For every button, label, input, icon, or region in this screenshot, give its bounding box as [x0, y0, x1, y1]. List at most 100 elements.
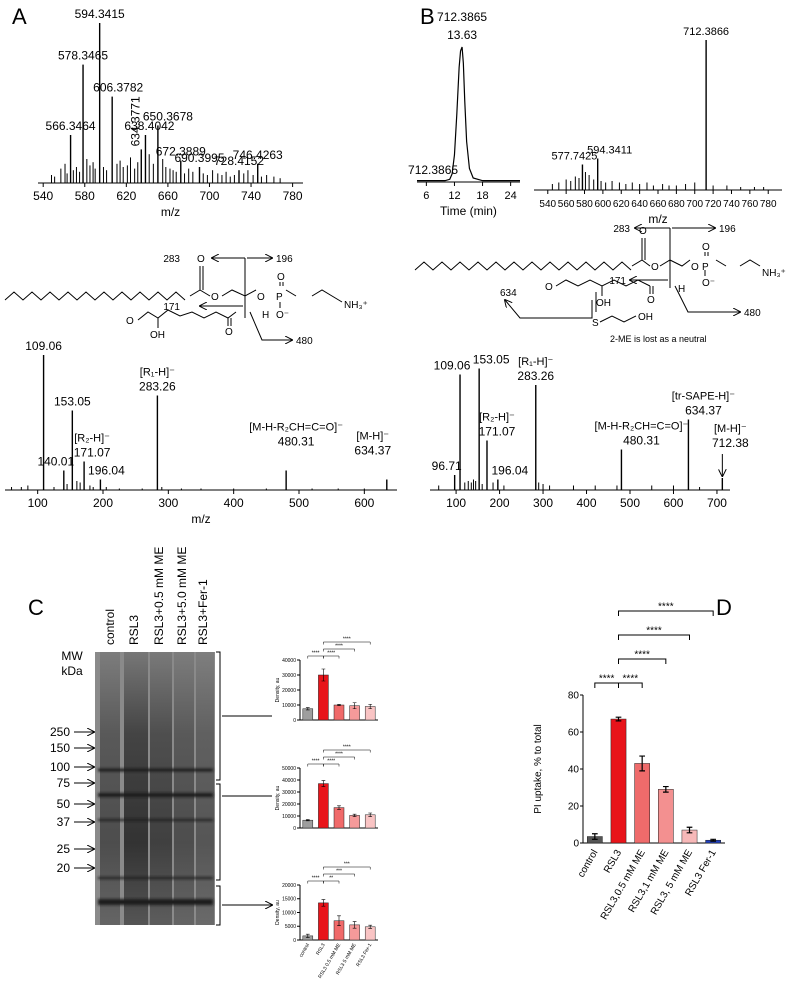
peak-label: 566.3464 [46, 119, 96, 133]
x-axis-label: m/z [191, 512, 210, 526]
significance-bracket [618, 682, 643, 688]
peak-label: 712.3865 [437, 10, 487, 24]
atom: O [691, 262, 699, 273]
panel-label: C [28, 595, 44, 620]
peak-label: 634.3771 [128, 96, 142, 146]
atom: O [126, 316, 134, 327]
blot-header: kDa [61, 664, 83, 678]
x-tick-label: control [298, 943, 311, 959]
significance-bracket [323, 763, 340, 767]
peak-label: 196.04 [491, 464, 528, 478]
atom: OH [638, 312, 653, 323]
atom: O [277, 272, 285, 283]
significance-label: **** [343, 637, 351, 643]
significance-bracket [323, 641, 371, 645]
significance-bracket [323, 756, 355, 760]
error-bar [615, 716, 622, 722]
y-tick-label: 80 [568, 691, 580, 702]
x-tick-label: 640 [631, 199, 648, 210]
bar [318, 902, 329, 941]
arrow [222, 715, 272, 905]
lane-label: RSL3+5.0 mM ME [175, 547, 189, 645]
significance-label: **** [646, 626, 662, 637]
acyl-chain [4, 291, 186, 301]
x-tick-label: 580 [576, 199, 593, 210]
error-bar [337, 915, 341, 926]
peak-label: 171.07 [74, 446, 111, 460]
cleavage-label: 171 [163, 302, 180, 313]
significance-label: **** [623, 674, 639, 685]
y-tick-label: 30000 [282, 673, 296, 679]
cleavage-label: 171 [609, 276, 626, 287]
western-blot: MW kDa [61, 649, 272, 926]
y-tick-label: 5000 [285, 924, 296, 930]
arrow [674, 285, 740, 312]
x-tick-label: 600 [595, 199, 612, 210]
x-tick-label: 500 [620, 496, 640, 510]
significance-label: **** [335, 752, 343, 758]
bar [610, 718, 627, 844]
y-tick-label: 20000 [282, 802, 296, 808]
peak-label: 109.06 [25, 339, 62, 353]
cleavage-label: 480 [744, 308, 761, 319]
significance-label: *** [336, 869, 342, 875]
arrow [505, 300, 593, 319]
significance-label: **** [343, 745, 351, 751]
bar [318, 674, 329, 721]
bonds [137, 309, 237, 328]
peak-label: 650.3678 [143, 109, 193, 123]
error-bar [639, 755, 646, 772]
x-tick-label: 680 [668, 199, 685, 210]
peak-label: 728.4152 [214, 154, 264, 168]
error-bar [337, 703, 341, 707]
peak-label: 634.37 [685, 404, 722, 418]
structure-b-labels: 283 196 171 480 634 O O O P O O⁻ NH₃⁺ O … [500, 224, 786, 344]
error-bar [662, 785, 669, 793]
y-tick-label: 10000 [282, 703, 296, 709]
marker-label: 250 [50, 725, 70, 739]
peak-label: 638.4042 [124, 119, 174, 133]
y-tick-label: 20 [568, 802, 580, 813]
error-bar [352, 813, 357, 817]
y-tick-label: 15000 [282, 897, 296, 903]
x-tick-label: 100 [28, 496, 48, 510]
atom: O [225, 327, 233, 338]
error-bar [368, 703, 373, 710]
error-bar [352, 702, 357, 710]
x-tick-label: 100 [446, 496, 466, 510]
x-axis-label: Time (min) [440, 204, 497, 218]
significance-label: **** [335, 644, 343, 650]
x-tick-label: 540 [33, 189, 53, 203]
error-bar [686, 826, 693, 834]
significance-label: **** [658, 602, 674, 613]
atom: O [702, 242, 710, 253]
error-bar [305, 707, 310, 711]
significance-bracket [323, 749, 371, 753]
significance-bracket [323, 655, 340, 659]
ion-label: [R₂-H]⁻ [74, 433, 110, 445]
atom: O [647, 295, 655, 306]
y-tick-label: 40000 [282, 778, 296, 784]
bonds [555, 279, 654, 323]
blot-lane [100, 652, 120, 925]
y-axis-label: PI uptake, % to total [533, 724, 544, 814]
bar [333, 807, 345, 829]
atom: NH₃⁺ [762, 268, 786, 279]
peak-label: 594.3415 [75, 7, 125, 21]
atom: H [262, 310, 269, 321]
significance-bracket [618, 610, 714, 616]
y-tick-label: 40 [568, 765, 580, 776]
peak-label: 578.3465 [58, 49, 108, 63]
bar [658, 789, 674, 844]
significance-bracket [618, 658, 667, 664]
x-tick-label: 12 [448, 190, 460, 202]
marker-label: 25 [57, 842, 71, 856]
y-tick-label: 0 [573, 839, 579, 850]
y-tick-label: 50000 [282, 766, 296, 772]
peak-label: 480.31 [278, 435, 315, 449]
y-tick-label: 60 [568, 728, 580, 739]
x-tick-label: RSL3 [315, 942, 327, 956]
atom: H [678, 284, 685, 295]
blot-lane [196, 652, 214, 925]
y-tick-label: 0 [293, 826, 296, 832]
